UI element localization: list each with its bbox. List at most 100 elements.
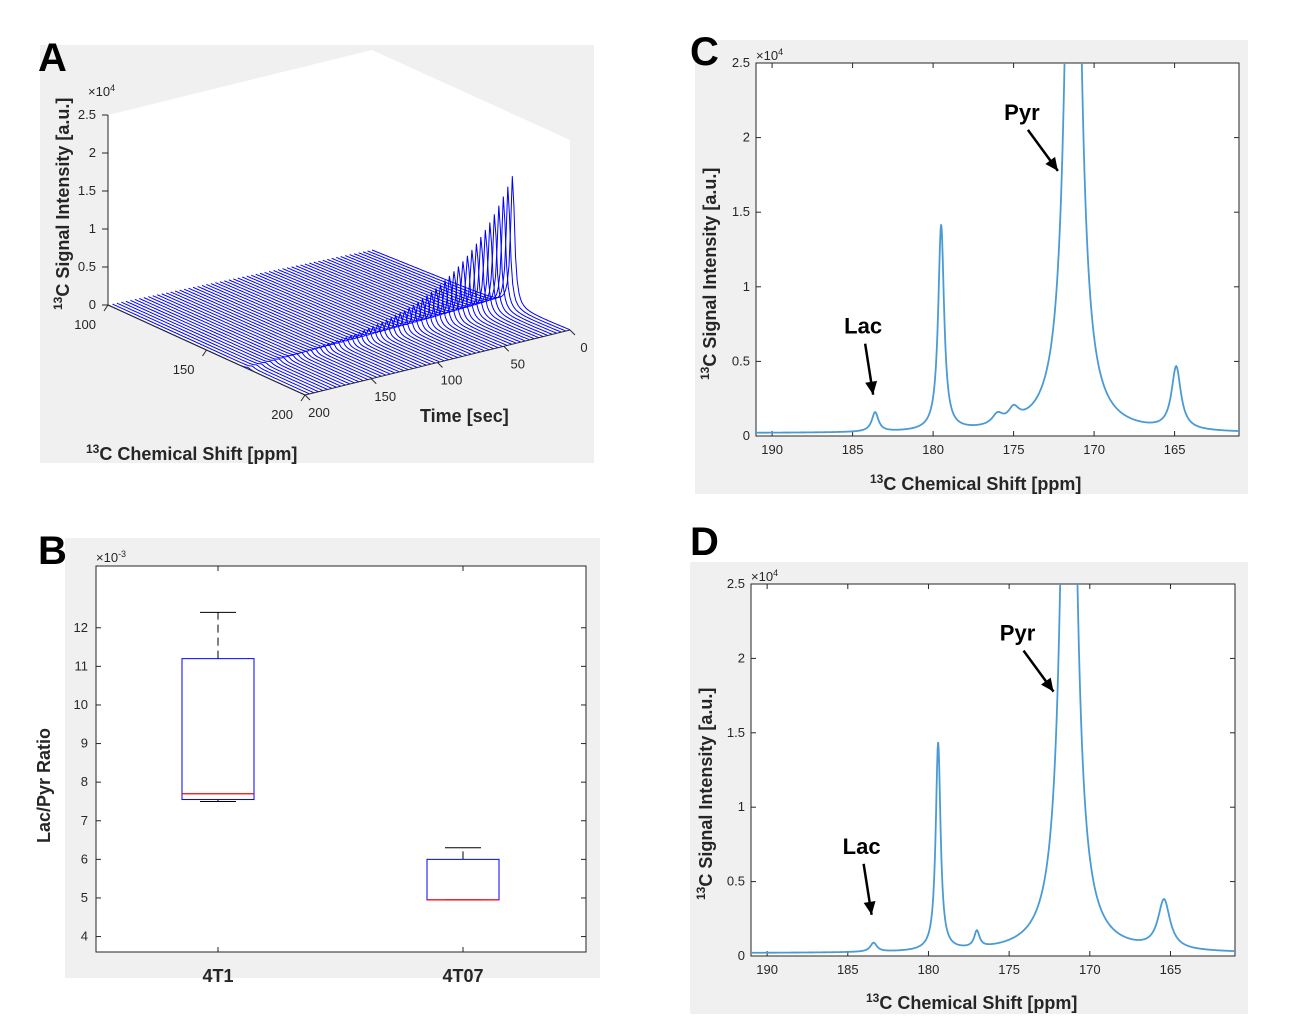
chart-c-annotations: Lac Pyr <box>844 100 1059 395</box>
chart-c-x-tick-label: 165 <box>1164 442 1186 457</box>
chart-a-spectrum-trace <box>282 268 481 353</box>
panel-label-a: A <box>38 36 67 80</box>
chart-a-axes: 0 0.5 1 1.5 2 2.5 100 150 200 0 50 100 150 200 <box>74 107 587 422</box>
chart-d-spectrum-line <box>751 584 1235 954</box>
chart-b-y-tick-label: 12 <box>74 620 88 635</box>
chart-a-spectrum-trace <box>286 267 485 352</box>
chart-a-spectrum-trace <box>246 275 445 362</box>
chart-a-spectrum-trace <box>210 283 409 371</box>
chart-c-x-tick-label: 170 <box>1083 442 1105 457</box>
chart-d-plot-area <box>750 583 1236 957</box>
chart-b-y-tick-label: 11 <box>75 658 89 673</box>
chart-a-spectrum-trace <box>143 297 342 387</box>
chart-a-spectrum-trace <box>273 270 472 355</box>
chart-a-x-tick-label: 150 <box>173 362 195 377</box>
chart-c-x-tick-label: 185 <box>842 442 864 457</box>
chart-d-annotation-pyr: Pyr <box>1000 621 1036 646</box>
chart-a-z-tick-label: 0.5 <box>78 259 96 274</box>
chart-d-x-tick-label: 170 <box>1079 962 1101 977</box>
chart-d-x-tick-label: 185 <box>837 962 859 977</box>
chart-d-annotation-lac: Lac <box>843 834 881 859</box>
chart-a-spectrum-trace <box>242 276 440 363</box>
chart-a-z-label: 13C Signal Intensity [a.u.] <box>51 98 73 310</box>
chart-a-x-tick <box>103 304 109 312</box>
chart-a-y-tick <box>304 394 311 401</box>
chart-a-spectrum-trace <box>259 272 458 358</box>
chart-a-y-tick <box>503 345 510 352</box>
chart-a-y-tick-label: 50 <box>511 356 525 371</box>
chart-a-spectrum-trace <box>188 287 387 376</box>
chart-a-x-tick <box>202 349 207 357</box>
chart-b-exponent: ×10-3 <box>96 549 126 565</box>
chart-d-x-tick-label: 180 <box>918 962 940 977</box>
chart-a-spectrum-trace <box>345 229 544 337</box>
chart-c-arrow-head <box>1045 156 1058 171</box>
chart-a-y-tick-label: 200 <box>308 405 330 420</box>
chart-d-x-tick-label: 175 <box>998 962 1020 977</box>
chart-d-y-tick-label: 1.5 <box>727 725 745 740</box>
chart-a-spectrum-trace <box>206 284 405 372</box>
chart-b-y-tick-label: 7 <box>81 813 88 828</box>
panel-label-b: B <box>38 529 67 573</box>
chart-a-x-tick <box>300 394 306 402</box>
chart-b: 4 5 6 7 8 9 10 11 12 4T1 4T07 ×10-3 Lac/Pyr Ratio <box>34 549 587 986</box>
chart-a-spectrum-trace <box>237 277 436 364</box>
chart-a-spectrum-trace <box>295 265 494 350</box>
chart-b-y-tick-label: 4 <box>81 929 88 944</box>
chart-a-z-tick-label: 1.5 <box>78 183 96 198</box>
chart-c-y-tick-label: 1 <box>743 279 750 294</box>
chart-a: 0 0.5 1 1.5 2 2.5 100 150 200 0 50 100 150 200 ×104 1… <box>51 50 588 464</box>
chart-a-spectrum-trace <box>183 288 382 377</box>
chart-a-spectrum-trace <box>255 273 454 360</box>
chart-a-spectrum-trace <box>201 284 400 373</box>
chart-a-spectrum-trace <box>219 281 418 368</box>
chart-a-spectrum-trace <box>367 186 566 332</box>
chart-a-spectrum-trace <box>268 270 467 356</box>
chart-a-spectrum-trace <box>313 261 512 345</box>
chart-b-y-tick-label: 8 <box>81 774 88 789</box>
chart-a-y-label: Time [sec] <box>420 406 509 426</box>
chart-d-x-label: 13C Chemical Shift [ppm] <box>866 991 1077 1013</box>
chart-c-annotation-lac: Lac <box>844 314 882 339</box>
chart-a-spectrum-trace <box>112 303 310 395</box>
chart-a-spectra <box>107 176 571 396</box>
chart-a-spectrum-trace <box>215 282 414 369</box>
chart-c-x-label: 13C Chemical Shift [ppm] <box>870 472 1081 494</box>
chart-c-exponent: ×104 <box>756 47 783 63</box>
chart-c-y-tick-label: 0 <box>743 428 750 443</box>
chart-c-y-tick-label: 0.5 <box>732 353 750 368</box>
chart-b-y-tick-label: 9 <box>81 736 88 751</box>
chart-a-spectrum-trace <box>224 280 422 367</box>
chart-a-y-tick-label: 100 <box>441 373 463 388</box>
chart-a-spectrum-trace <box>340 236 539 339</box>
chart-b-box <box>181 658 255 801</box>
chart-a-spectrum-trace <box>228 279 427 366</box>
chart-d-x-tick-label: 190 <box>756 962 778 977</box>
chart-b-category-label: 4T07 <box>442 966 483 986</box>
chart-a-x-label: 13C Chemical Shift [ppm] <box>86 442 297 464</box>
chart-a-spectrum-trace <box>152 295 351 385</box>
chart-a-spectrum-trace <box>116 302 315 394</box>
chart-a-spectrum-trace <box>156 294 355 384</box>
chart-d-y-tick-label: 2.5 <box>727 576 745 591</box>
chart-b-y-label: Lac/Pyr Ratio <box>34 728 54 843</box>
chart-c-x-tick-label: 175 <box>1003 442 1025 457</box>
chart-a-spectrum-trace <box>309 262 508 346</box>
chart-b-y-tick-label: 6 <box>81 851 88 866</box>
chart-a-x-tick-label: 200 <box>271 407 293 422</box>
chart-d-y-label: 13C Signal Intensity [a.u.] <box>694 688 716 900</box>
chart-a-spectrum-trace <box>134 298 333 389</box>
chart-c-y-tick-label: 2 <box>743 130 750 145</box>
chart-a-spectrum-trace <box>170 291 369 381</box>
chart-c-plot-area <box>755 62 1240 437</box>
chart-c: 190 185 180 175 170 165 0 0.5 1 1.5 2 2.5 Lac Pyr ×1… <box>698 47 1240 494</box>
panel-label-d: D <box>690 520 719 564</box>
chart-a-spectrum-trace <box>233 278 431 365</box>
chart-a-spectrum-trace <box>179 289 378 378</box>
chart-a-y-tick <box>437 362 443 368</box>
chart-c-spectrum-line <box>756 63 1239 434</box>
chart-d-axes: 190 185 180 175 170 165 0 0.5 1 1.5 2 2.5 <box>727 576 1235 977</box>
chart-b-axes: 4 5 6 7 8 9 10 11 12 4T1 4T07 <box>74 566 586 986</box>
chart-d-annotations: Lac Pyr <box>843 621 1055 915</box>
chart-a-spectrum-trace <box>318 260 517 344</box>
